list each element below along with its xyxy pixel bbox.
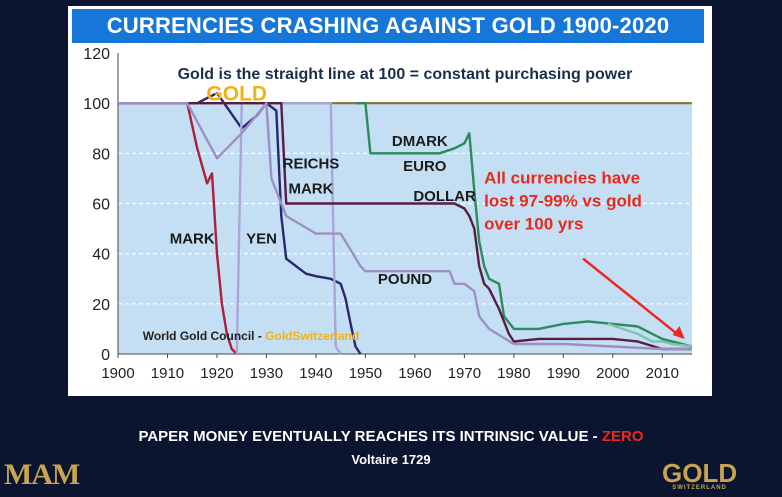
mam-logo: MAM: [4, 458, 80, 491]
x-tick-label: 1910: [151, 365, 184, 382]
series-label-euro: EURO: [403, 158, 447, 175]
series-line-yen: [118, 91, 362, 355]
caption-zero: ZERO: [601, 428, 644, 445]
logo-gold-text: GOLD: [662, 458, 738, 488]
x-tick-label: 1990: [547, 365, 580, 382]
series-line-pound: [118, 102, 692, 351]
y-tick-label: 80: [92, 146, 110, 163]
y-tick-label: 40: [92, 247, 110, 264]
y-tick-label: 0: [101, 347, 110, 364]
caption-main-text: PAPER MONEY EVENTUALLY REACHES ITS INTRI…: [138, 428, 602, 445]
annotation-arrow-head: [672, 325, 685, 339]
x-tick-label: 1980: [497, 365, 530, 382]
series-label-reichs-mark: MARK: [288, 180, 333, 197]
series-label-dmark: DMARK: [392, 133, 448, 150]
y-tick-label: 100: [83, 96, 110, 113]
source-emphasis: GoldSwitzerland: [265, 329, 359, 343]
series-line-mark: [118, 102, 238, 355]
series-line-euro: [607, 322, 693, 348]
goldswitzerland-logo: GOLD SWITZERLAND: [662, 458, 737, 491]
annotation-arrow-shaft: [582, 257, 678, 335]
y-tick-label: 60: [92, 197, 110, 214]
caption-attribution: Voltaire 1729: [351, 452, 431, 467]
series-label-dollar: DOLLAR: [413, 188, 476, 205]
series-label-pound: POUND: [378, 271, 432, 288]
x-tick-label: 1970: [448, 365, 481, 382]
caption-main: PAPER MONEY EVENTUALLY REACHES ITS INTRI…: [0, 428, 782, 445]
x-tick-label: 1960: [398, 365, 431, 382]
y-tick-label: 120: [83, 46, 110, 63]
plot-background: [118, 103, 692, 355]
x-tick-label: 2010: [646, 365, 679, 382]
series-label-mark: MARK: [170, 231, 215, 248]
y-tick-label: 20: [92, 297, 110, 314]
annotation-line: lost 97-99% vs gold: [484, 191, 642, 210]
x-tick-label: 2000: [596, 365, 629, 382]
series-label-yen: YEN: [246, 231, 277, 248]
source-label: World Gold Council -: [143, 329, 265, 343]
source-text: World Gold Council - GoldSwitzerland: [143, 329, 359, 343]
logo-switzerland-text: SWITZERLAND: [672, 485, 727, 491]
x-tick-label: 1930: [250, 365, 283, 382]
chart-title: CURRENCIES CRASHING AGAINST GOLD 1900-20…: [72, 9, 704, 43]
x-tick-label: 1920: [200, 365, 233, 382]
x-tick-label: 1950: [349, 365, 382, 382]
chart-subtitle: Gold is the straight line at 100 = const…: [178, 66, 633, 83]
series-label-reichs-mark: REICHS: [283, 155, 340, 172]
series-label-gold: GOLD: [206, 83, 267, 106]
x-tick-label: 1940: [299, 365, 332, 382]
series-line-dollar: [118, 102, 692, 351]
series-line-dmark: [355, 102, 693, 348]
currency-chart: 0 20 40 60 80 100 120 1900 1910 1920 1930 1940 1950 1…: [83, 46, 693, 382]
annotation-line: over 100 yrs: [484, 214, 583, 233]
x-tick-label: 1900: [101, 365, 134, 382]
annotation-line: All currencies have: [484, 168, 640, 187]
